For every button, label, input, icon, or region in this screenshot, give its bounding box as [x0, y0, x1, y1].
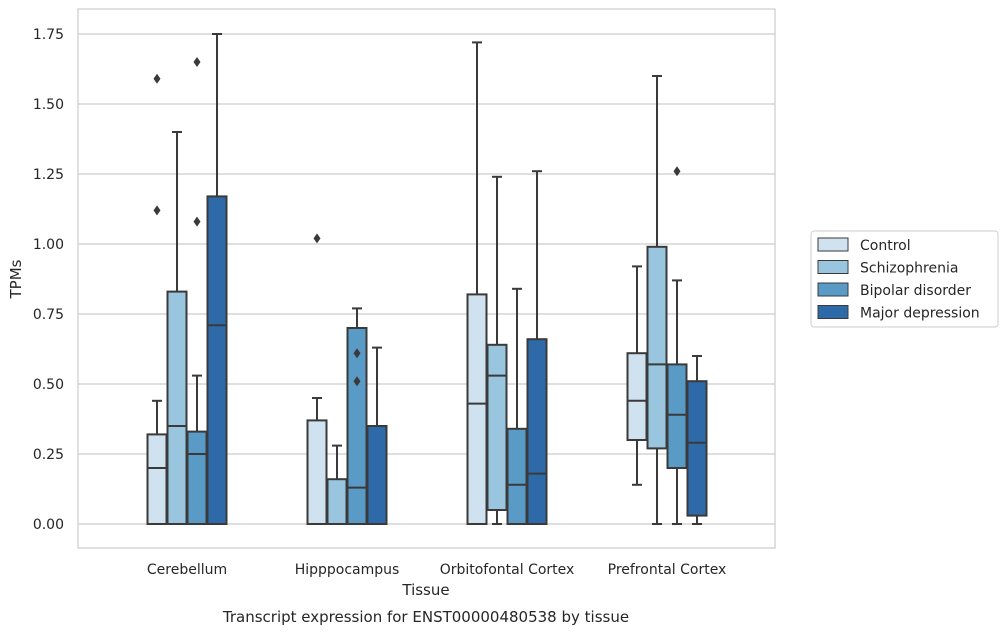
y-tick-label: 1.75 [33, 27, 64, 43]
y-tick-label: 1.00 [33, 237, 64, 253]
box-schizophrenia [646, 75, 668, 525]
box-iqr [306, 419, 328, 525]
x-tick-label: Hipppocampus [295, 562, 400, 578]
outlier-point [313, 233, 321, 244]
box-iqr [186, 430, 208, 526]
box-control [146, 73, 168, 525]
box-iqr [626, 352, 648, 442]
legend-frame [810, 230, 999, 328]
y-tick-label: 0.25 [33, 447, 64, 463]
y-axis-label: TPMs [7, 259, 25, 299]
x-tick-labels: Cerebellum Hipppocampus Orbitofontal Corte… [147, 562, 726, 578]
box-iqr [526, 338, 548, 526]
legend-swatch [817, 260, 849, 274]
y-tick-label: 0.50 [33, 377, 64, 393]
box-iqr [366, 425, 388, 525]
box-control [466, 41, 488, 525]
box-iqr [486, 343, 508, 511]
y-tick-label: 1.25 [33, 167, 64, 183]
legend-swatch [817, 237, 849, 252]
plot-frame [77, 8, 776, 549]
legend-label: Schizophrenia [860, 261, 958, 277]
y-tick-label: 1.50 [33, 97, 64, 113]
box-iqr [466, 293, 488, 525]
outlier-point [193, 216, 201, 227]
x-tick-label: Orbitofontal Cortex [440, 562, 575, 578]
chart-caption: Transcript expression for ENST0000048053… [222, 608, 629, 626]
box-schizophrenia [486, 175, 508, 525]
legend-item: Bipolar disorder [817, 282, 971, 299]
box-major-depression [206, 33, 228, 525]
x-axis-label: Tissue [401, 581, 449, 599]
y-tick-label: 0.00 [33, 517, 64, 533]
box-schizophrenia [166, 131, 188, 525]
outlier-point [353, 348, 361, 359]
outlier-point [193, 57, 201, 67]
outlier-point [353, 376, 361, 387]
legend: Control Schizophrenia Bipolar disorder Majo… [810, 230, 999, 328]
x-tick-label: Cerebellum [147, 562, 227, 578]
box-bipolar-disorder [346, 307, 368, 525]
box-iqr [506, 427, 528, 525]
box-bipolar-disorder [506, 287, 528, 525]
box-iqr [166, 290, 188, 525]
box-schizophrenia [326, 444, 348, 526]
legend-item: Control [817, 237, 911, 254]
outlier-point [153, 205, 161, 216]
box-iqr [646, 245, 668, 450]
y-tick-labels: 0.00 0.25 0.50 0.75 1.00 1.25 1.50 1.75 [33, 27, 64, 533]
box-iqr [146, 433, 168, 525]
box-control [626, 265, 648, 486]
y-tick-label: 0.75 [33, 307, 64, 323]
legend-swatch [817, 305, 849, 319]
box-control [306, 233, 328, 525]
legend-swatch [817, 282, 849, 297]
box-major-depression [526, 170, 548, 526]
outlier-point [673, 166, 681, 177]
box-iqr [206, 195, 228, 525]
outlier-point [153, 73, 161, 84]
box-layer [146, 33, 708, 526]
box-major-depression [686, 355, 708, 525]
legend-item: Schizophrenia [817, 260, 958, 277]
legend-item: Major depression [817, 305, 980, 322]
legend-label: Major depression [860, 306, 980, 322]
box-bipolar-disorder [186, 57, 208, 526]
legend-label: Control [860, 238, 911, 254]
box-bipolar-disorder [666, 166, 688, 525]
x-tick-label: Prefrontal Cortex [608, 562, 727, 578]
box-iqr [326, 478, 348, 526]
box-iqr [666, 363, 688, 469]
legend-label: Bipolar disorder [860, 283, 971, 299]
box-major-depression [366, 346, 388, 525]
box-iqr [686, 380, 708, 517]
